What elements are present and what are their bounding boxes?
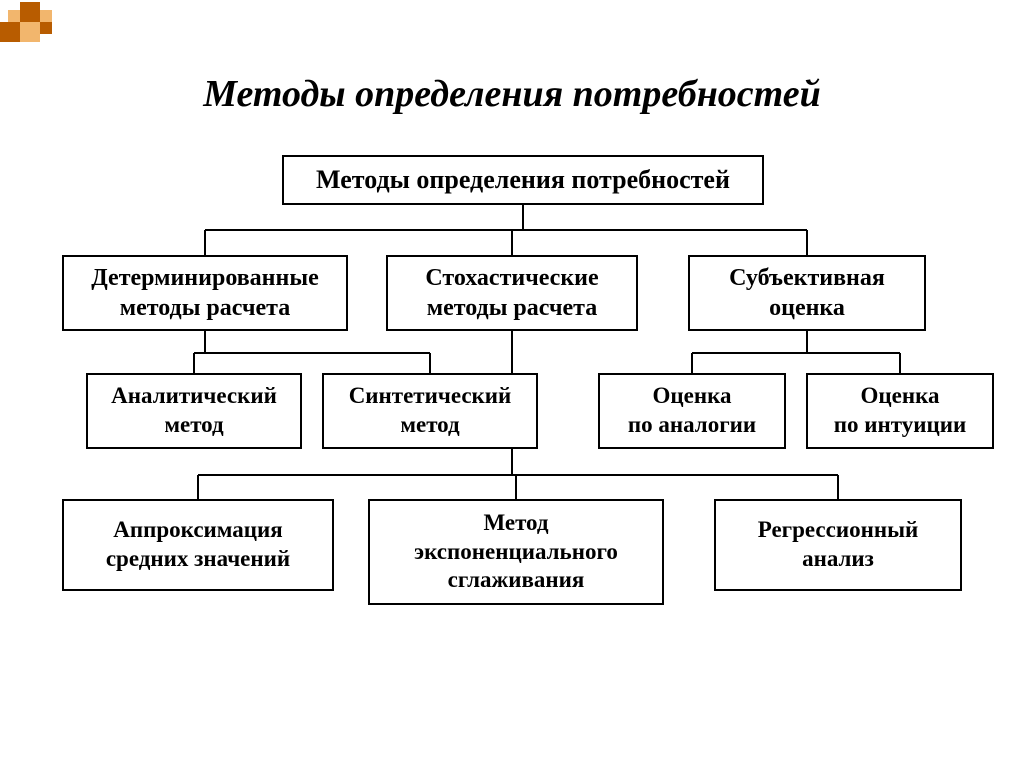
methods-tree-diagram: Методы определения потребностей Детермини… [0,155,1024,695]
corner-decoration [0,0,60,60]
node-approx: Аппроксимация средних значений [62,499,334,591]
node-intuit: Оценка по интуиции [806,373,994,449]
deco-square [40,10,52,22]
node-regr: Регрессионный анализ [714,499,962,591]
node-anal: Аналитический метод [86,373,302,449]
node-analog: Оценка по аналогии [598,373,786,449]
deco-square [0,22,20,42]
node-subj: Субъективная оценка [688,255,926,331]
deco-square [8,10,20,22]
page-title: Методы определения потребностей [0,72,1024,116]
deco-square [20,22,40,42]
node-root: Методы определения потребностей [282,155,764,205]
node-det: Детерминированные методы расчета [62,255,348,331]
node-stoch: Стохастические методы расчета [386,255,638,331]
deco-square [20,2,40,22]
deco-square [40,22,52,34]
node-expsm: Метод экспоненциального сглаживания [368,499,664,605]
node-synth: Синтетический метод [322,373,538,449]
